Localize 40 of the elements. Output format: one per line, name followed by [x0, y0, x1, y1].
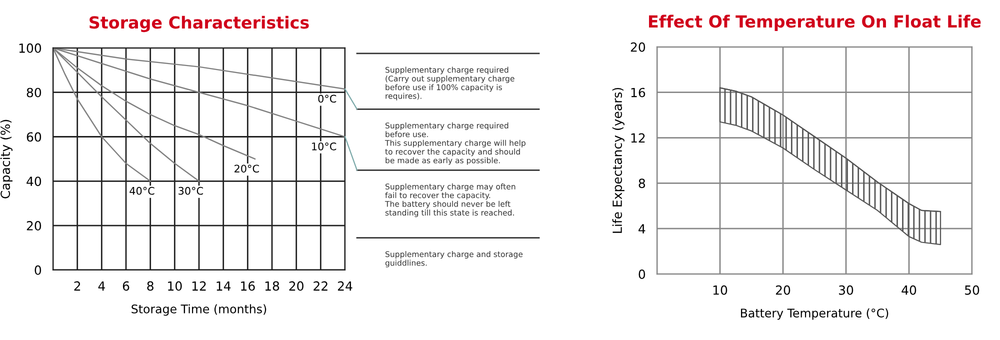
- y-tick-label: 100: [19, 43, 42, 53]
- x-tick-label: 50: [965, 285, 980, 295]
- y-axis-title: Capacity (%): [0, 120, 12, 198]
- x-tick-label: 14: [216, 281, 231, 291]
- x-tick-label: 30: [839, 285, 854, 295]
- series-label: 0°C: [318, 94, 336, 103]
- chart-title: Storage Characteristics: [90, 16, 309, 32]
- x-tick-label: 10: [713, 285, 728, 295]
- x-tick-label: 40: [902, 285, 916, 295]
- series-label: 30°C: [178, 186, 203, 195]
- y-tick-label: 16: [631, 88, 646, 98]
- y-tick-label: 80: [26, 88, 42, 98]
- x-tick-label: 10: [168, 281, 182, 291]
- x-tick-label: 20: [289, 281, 304, 291]
- x-tick-label: 12: [192, 281, 206, 291]
- series-label: 20°C: [234, 164, 259, 173]
- x-tick-label: 20: [776, 285, 790, 295]
- series-label: 40°C: [130, 186, 154, 195]
- x-tick-label: 8: [147, 281, 154, 291]
- series-label: 10°C: [312, 142, 336, 150]
- x-axis-title: Storage Time (months): [132, 304, 266, 316]
- y-tick-label: 20: [630, 42, 646, 52]
- x-tick-label: 4: [98, 281, 105, 291]
- y-tick-label: 20: [26, 221, 42, 230]
- x-tick-label: 18: [265, 281, 280, 291]
- y-tick-label: 8: [638, 178, 646, 188]
- x-tick-label: 6: [122, 281, 130, 291]
- y-tick-label: 60: [26, 132, 42, 142]
- x-tick-label: 16: [241, 281, 255, 291]
- y-axis-title: Life Expectancy (years): [612, 88, 624, 233]
- x-tick-label: 22: [314, 281, 328, 291]
- y-tick-label: 40: [26, 176, 42, 186]
- y-tick-label: 12: [631, 133, 645, 143]
- y-tick-label: 4: [638, 224, 646, 234]
- x-axis-title: Battery Temperature (°C): [740, 308, 888, 320]
- y-tick-label: 0: [34, 265, 42, 275]
- x-tick-label: 24: [338, 281, 352, 291]
- x-tick-label: 2: [74, 281, 80, 291]
- chart-title: Effect Of Temperature On Float Life: [649, 14, 981, 31]
- y-tick-label: 0: [638, 270, 646, 279]
